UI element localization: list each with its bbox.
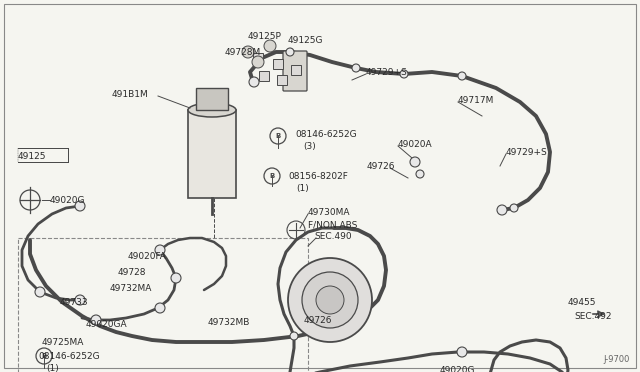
Circle shape xyxy=(290,332,298,340)
Text: 49455: 49455 xyxy=(568,298,596,307)
Circle shape xyxy=(242,46,254,58)
Text: B: B xyxy=(42,353,47,359)
Circle shape xyxy=(75,295,85,305)
Text: 08146-6252G: 08146-6252G xyxy=(295,130,356,139)
Text: 49729+S: 49729+S xyxy=(366,68,408,77)
Text: (1): (1) xyxy=(46,364,59,372)
Text: B: B xyxy=(275,133,280,139)
Text: 49125G: 49125G xyxy=(288,36,323,45)
Bar xyxy=(253,53,263,63)
Circle shape xyxy=(286,48,294,56)
Text: 49125P: 49125P xyxy=(248,32,282,41)
Text: SEC.490: SEC.490 xyxy=(314,232,351,241)
Text: 49020GA: 49020GA xyxy=(86,320,127,329)
Text: 49730MA: 49730MA xyxy=(308,208,351,217)
Text: (3): (3) xyxy=(303,142,316,151)
Circle shape xyxy=(457,347,467,357)
Text: 49020FA: 49020FA xyxy=(128,252,167,261)
Ellipse shape xyxy=(188,103,236,117)
Circle shape xyxy=(155,245,165,255)
Circle shape xyxy=(264,40,276,52)
Circle shape xyxy=(155,303,165,313)
Circle shape xyxy=(302,272,358,328)
Bar xyxy=(277,75,287,85)
FancyBboxPatch shape xyxy=(283,51,307,91)
Bar xyxy=(188,110,236,198)
Bar xyxy=(259,71,269,81)
Circle shape xyxy=(416,170,424,178)
Text: 49020G: 49020G xyxy=(440,366,476,372)
Circle shape xyxy=(410,157,420,167)
Text: 49728: 49728 xyxy=(118,268,147,277)
Circle shape xyxy=(400,70,408,78)
Circle shape xyxy=(316,286,344,314)
Text: 49725MA: 49725MA xyxy=(42,338,84,347)
Circle shape xyxy=(458,72,466,80)
Text: 49726: 49726 xyxy=(304,316,333,325)
Text: 08146-6252G: 08146-6252G xyxy=(38,352,100,361)
Text: 49020G: 49020G xyxy=(50,196,86,205)
Text: J-9700: J-9700 xyxy=(604,355,630,364)
Text: (1): (1) xyxy=(296,184,308,193)
Circle shape xyxy=(510,204,518,212)
Circle shape xyxy=(249,77,259,87)
Circle shape xyxy=(252,56,264,68)
Text: 49125: 49125 xyxy=(18,152,47,161)
Text: B: B xyxy=(269,173,275,179)
Text: F/NON ABS: F/NON ABS xyxy=(308,220,357,229)
Bar xyxy=(273,59,283,69)
Bar xyxy=(196,88,228,110)
Circle shape xyxy=(352,64,360,72)
Circle shape xyxy=(288,258,372,342)
Bar xyxy=(18,238,308,372)
Text: 49726: 49726 xyxy=(367,162,396,171)
Text: 49732MB: 49732MB xyxy=(208,318,250,327)
Circle shape xyxy=(497,205,507,215)
Text: 08156-8202F: 08156-8202F xyxy=(288,172,348,181)
Circle shape xyxy=(91,315,101,325)
Text: 491B1M: 491B1M xyxy=(112,90,148,99)
Text: 49732MA: 49732MA xyxy=(110,284,152,293)
Text: 49717M: 49717M xyxy=(458,96,494,105)
Text: 49020A: 49020A xyxy=(398,140,433,149)
Text: SEC.492: SEC.492 xyxy=(574,312,611,321)
Text: 49728M: 49728M xyxy=(225,48,261,57)
Bar xyxy=(291,65,301,75)
Circle shape xyxy=(75,201,85,211)
Text: 49733: 49733 xyxy=(60,298,88,307)
Circle shape xyxy=(171,273,181,283)
Text: 49729+S: 49729+S xyxy=(506,148,548,157)
Circle shape xyxy=(35,287,45,297)
